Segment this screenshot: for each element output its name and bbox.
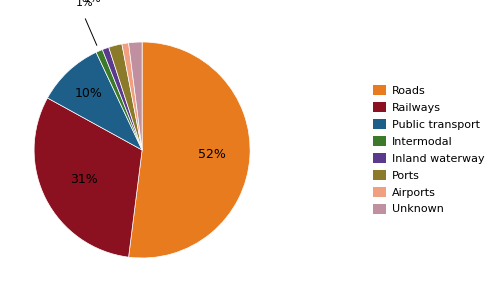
Wedge shape <box>128 42 250 258</box>
Wedge shape <box>48 52 142 150</box>
Wedge shape <box>109 44 142 150</box>
Text: 10%: 10% <box>75 87 103 100</box>
Text: 1%: 1% <box>84 0 101 4</box>
Wedge shape <box>102 47 142 150</box>
Wedge shape <box>122 43 142 150</box>
Text: 31%: 31% <box>71 173 98 186</box>
Text: 1%: 1% <box>75 0 93 8</box>
Text: 52%: 52% <box>198 148 226 161</box>
Wedge shape <box>128 42 142 150</box>
Legend: Roads, Railways, Public transport, Intermodal, Inland waterway, Ports, Airports,: Roads, Railways, Public transport, Inter… <box>373 85 485 214</box>
Wedge shape <box>34 98 142 257</box>
Wedge shape <box>96 50 142 150</box>
